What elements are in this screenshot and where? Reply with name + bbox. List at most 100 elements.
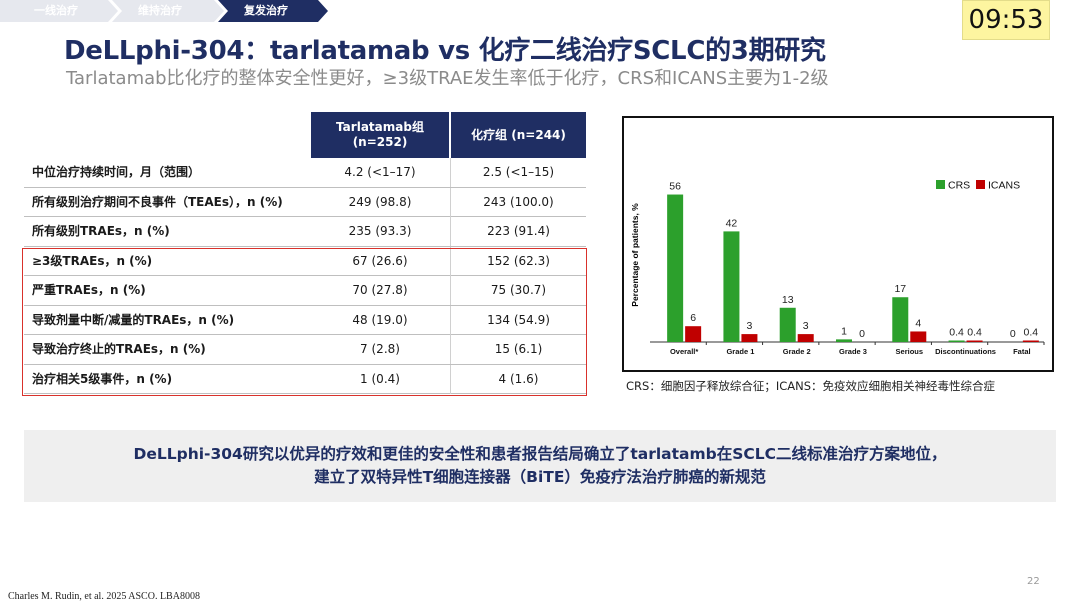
row-label: ≥3级TRAEs，n (%) bbox=[32, 253, 153, 268]
table-row: 导致剂量中断/减量的TRAEs，n (%) 48 (19.0) 134 (54.9) bbox=[24, 305, 586, 335]
row-label: 所有级别TRAEs，n (%) bbox=[32, 224, 170, 238]
table-row: 严重TRAEs，n (%) 70 (27.8) 75 (30.7) bbox=[24, 276, 586, 306]
table-row: ≥3级TRAEs，n (%) 67 (26.6) 152 (62.3) bbox=[24, 246, 586, 276]
cell-tarlatamab: 249 (98.8) bbox=[348, 194, 412, 209]
cell-chemo: 243 (100.0) bbox=[483, 194, 554, 209]
bar-icans bbox=[966, 340, 983, 342]
column-divider bbox=[450, 217, 451, 246]
page-subtitle: Tarlatamab比化疗的整体安全性更好，≥3级TRAE发生率低于化疗，CRS… bbox=[66, 68, 829, 89]
legend-swatch-crs bbox=[936, 180, 945, 189]
legend-swatch-icans bbox=[976, 180, 985, 189]
legend-label-crs: CRS bbox=[948, 180, 970, 192]
bar-icans bbox=[685, 326, 702, 342]
chart-svg: Percentage of patients, % 56 6 Overall* 42 3 G… bbox=[630, 180, 1045, 356]
data-label-icans: 3 bbox=[803, 320, 809, 332]
header-tarlatamab-line1: Tarlatamab组 bbox=[336, 120, 424, 134]
cell-tarlatamab: 48 (19.0) bbox=[352, 312, 408, 327]
bar-crs bbox=[667, 194, 684, 342]
data-label-icans: 0.4 bbox=[967, 327, 982, 339]
cell-chemo: 223 (91.4) bbox=[487, 224, 550, 238]
row-label: 导致剂量中断/减量的TRAEs，n (%) bbox=[32, 312, 235, 327]
safety-table: Tarlatamab组 (n=252) 化疗组 (n=244) 中位治疗持续时间… bbox=[24, 112, 586, 394]
cell-chemo: 2.5 (<1–15) bbox=[482, 165, 555, 179]
bar-icans bbox=[797, 334, 814, 342]
cell-tarlatamab: 1 (0.4) bbox=[360, 371, 400, 386]
data-label-crs: 42 bbox=[726, 217, 738, 229]
header-chemo-line1: 化疗组 (n=244) bbox=[471, 127, 566, 142]
table-row: 导致治疗终止的TRAEs，n (%) 7 (2.8) 15 (6.1) bbox=[24, 335, 586, 365]
category-label: Discontinuations bbox=[935, 347, 996, 356]
y-axis-label: Percentage of patients, % bbox=[630, 203, 640, 307]
breadcrumb-item-first-line[interactable]: 一线治疗 bbox=[0, 0, 118, 22]
data-label-crs: 1 bbox=[841, 325, 847, 337]
table-header: Tarlatamab组 (n=252) 化疗组 (n=244) bbox=[24, 112, 586, 158]
data-label-icans: 4 bbox=[915, 317, 921, 329]
page-number: 22 bbox=[1027, 576, 1040, 587]
breadcrumb: 一线治疗 维持治疗 复发治疗 bbox=[0, 0, 330, 22]
header-tarlatamab-line2: (n=252) bbox=[352, 135, 408, 149]
crs-icans-chart: Percentage of patients, % 56 6 Overall* 42 3 G… bbox=[622, 116, 1054, 372]
data-label-icans: 0 bbox=[859, 328, 865, 340]
header-chemo: 化疗组 (n=244) bbox=[451, 112, 586, 158]
bar-icans bbox=[910, 331, 927, 342]
data-label-crs: 0 bbox=[1010, 328, 1016, 340]
category-label: Fatal bbox=[1013, 347, 1031, 356]
bar-crs bbox=[948, 340, 965, 342]
data-label-icans: 0.4 bbox=[1024, 327, 1039, 339]
chart-caption: CRS：细胞因子释放综合征；ICANS：免疫效应细胞相关神经毒性综合症 bbox=[626, 379, 996, 393]
bar-crs bbox=[892, 297, 909, 342]
column-divider bbox=[450, 335, 451, 364]
row-label: 严重TRAEs，n (%) bbox=[32, 283, 146, 297]
table-row: 治疗相关5级事件，n (%) 1 (0.4) 4 (1.6) bbox=[24, 364, 586, 394]
bar-icans bbox=[1022, 340, 1039, 342]
column-divider bbox=[450, 158, 451, 187]
table-row: 所有级别治疗期间不良事件（TEAEs），n (%) 249 (98.8) 243 (… bbox=[24, 187, 586, 217]
conclusion-box: DeLLphi-304研究以优异的疗效和更佳的安全性和患者报告结局确立了tarl… bbox=[24, 430, 1056, 502]
cell-tarlatamab: 235 (93.3) bbox=[348, 224, 412, 238]
breadcrumb-item-maintenance[interactable]: 维持治疗 bbox=[112, 0, 224, 22]
page-title: DeLLphi-304：tarlatamab vs 化疗二线治疗SCLC的3期研… bbox=[64, 36, 826, 66]
row-label: 所有级别治疗期间不良事件（TEAEs），n (%) bbox=[32, 194, 283, 209]
breadcrumb-item-relapse[interactable]: 复发治疗 bbox=[218, 0, 328, 22]
data-label-crs: 0.4 bbox=[949, 327, 964, 339]
cell-tarlatamab: 67 (26.6) bbox=[352, 253, 408, 268]
row-label: 中位治疗持续时间，月（范围） bbox=[32, 165, 201, 179]
data-label-crs: 17 bbox=[894, 283, 906, 295]
data-label-icans: 6 bbox=[690, 312, 696, 324]
bar-crs bbox=[723, 231, 740, 342]
column-divider bbox=[450, 187, 451, 217]
bar-icans bbox=[741, 334, 758, 342]
table-body: 中位治疗持续时间，月（范围） 4.2 (<1–17) 2.5 (<1–15) 所有级别… bbox=[24, 158, 586, 394]
bar-crs bbox=[779, 307, 796, 342]
header-tarlatamab: Tarlatamab组 (n=252) bbox=[311, 112, 449, 158]
conclusion-line2: 建立了双特异性T细胞连接器（BiTE）免疫疗法治疗肺癌的新规范 bbox=[314, 468, 766, 486]
table-row: 所有级别TRAEs，n (%) 235 (93.3) 223 (91.4) bbox=[24, 217, 586, 247]
category-label: Grade 3 bbox=[839, 347, 867, 356]
column-divider bbox=[450, 364, 451, 394]
legend-label-icans: ICANS bbox=[988, 180, 1020, 192]
cell-tarlatamab: 70 (27.8) bbox=[352, 283, 408, 297]
cell-chemo: 152 (62.3) bbox=[487, 253, 550, 268]
data-label-crs: 13 bbox=[782, 294, 794, 306]
category-label: Grade 2 bbox=[783, 347, 811, 356]
data-label-crs: 56 bbox=[669, 181, 681, 193]
timer: 09:53 bbox=[962, 0, 1050, 40]
table-row: 中位治疗持续时间，月（范围） 4.2 (<1–17) 2.5 (<1–15) bbox=[24, 158, 586, 188]
column-divider bbox=[450, 276, 451, 305]
conclusion-line1: DeLLphi-304研究以优异的疗效和更佳的安全性和患者报告结局确立了tarl… bbox=[133, 445, 947, 463]
column-divider bbox=[450, 305, 451, 335]
category-label: Serious bbox=[896, 347, 924, 356]
cell-chemo: 75 (30.7) bbox=[490, 283, 547, 297]
bar-crs bbox=[836, 339, 852, 342]
cell-tarlatamab: 7 (2.8) bbox=[360, 342, 400, 356]
citation: Charles M. Rudin, et al. 2025 ASCO. LBA8… bbox=[8, 591, 200, 602]
data-label-icans: 3 bbox=[747, 320, 753, 332]
cell-chemo: 134 (54.9) bbox=[487, 312, 550, 327]
category-label: Overall* bbox=[670, 347, 698, 356]
column-divider bbox=[450, 246, 451, 276]
row-label: 治疗相关5级事件，n (%) bbox=[32, 371, 173, 386]
cell-chemo: 15 (6.1) bbox=[494, 342, 543, 356]
cell-tarlatamab: 4.2 (<1–17) bbox=[344, 165, 416, 179]
row-label: 导致治疗终止的TRAEs，n (%) bbox=[32, 342, 206, 356]
category-label: Grade 1 bbox=[726, 347, 754, 356]
